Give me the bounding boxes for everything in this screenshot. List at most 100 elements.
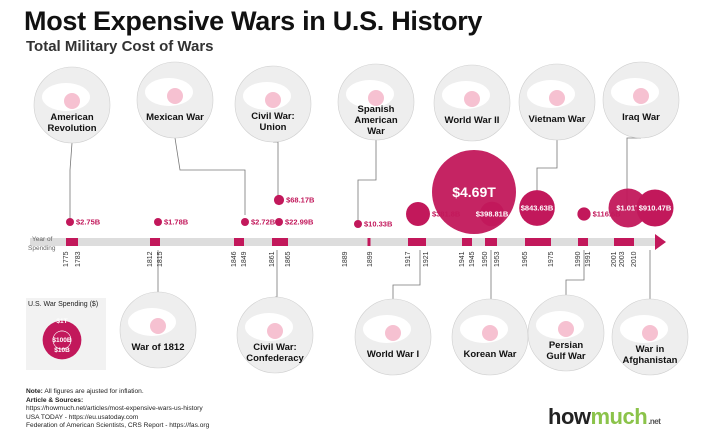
year-tick-label: 1846 (231, 251, 238, 267)
cost-bubble (66, 218, 74, 226)
map-highlight (167, 88, 183, 104)
map-label: Spanish (358, 104, 395, 115)
cost-bubble (275, 218, 283, 226)
connector-line (536, 140, 558, 205)
map-circle-world_war_1: World War I (354, 298, 432, 376)
map-highlight (267, 323, 283, 339)
map-circle-war_1812: War of 1812 (119, 291, 197, 369)
connector-line (69, 142, 73, 222)
map-circle-civil_war_confederacy: Civil War:Confederacy (236, 296, 314, 374)
cost-label: $398.81B (476, 210, 509, 219)
year-tick-label: 1861 (269, 251, 276, 267)
map-circle-vietnam: Vietnam War (518, 63, 596, 141)
cost-bubble (406, 202, 430, 226)
map-label: War (367, 126, 385, 137)
year-tick-label: 1975 (548, 251, 555, 267)
map-label: Vietnam War (528, 114, 585, 125)
year-tick-label: 1990 (575, 251, 582, 267)
cost-bubble (273, 194, 285, 206)
year-tick-label: 1783 (75, 251, 82, 267)
cost-bubble (354, 220, 362, 228)
year-tick-label: 2010 (631, 251, 638, 267)
year-tick-label: 1953 (494, 251, 501, 267)
cost-bubble (479, 201, 505, 227)
map-label: Korean War (464, 349, 517, 360)
map-label: Revolution (47, 123, 96, 134)
timeline-arrow (655, 234, 666, 250)
legend-bubble (42, 320, 82, 360)
map-highlight (150, 318, 166, 334)
note-label: Note: (26, 388, 43, 395)
year-tick-label: 1849 (241, 251, 248, 267)
cost-label: $22.99B (285, 218, 314, 227)
year-tick-label: 1950 (482, 251, 489, 267)
source-line: USA TODAY - https://eu.usatoday.com (26, 413, 139, 421)
map-label: American (50, 112, 93, 123)
timeline-axis (30, 238, 655, 246)
map-circle-mexican_war: Mexican War (136, 61, 214, 139)
map-highlight (385, 325, 401, 341)
connector-line (565, 250, 585, 295)
year-tick-label: 1941 (459, 251, 466, 267)
year-tick-label: 1812 (147, 251, 154, 267)
map-label: War in (636, 344, 665, 355)
map-label: Persian (549, 340, 584, 351)
map-circle-korean: Korean War (451, 298, 529, 376)
year-tick-label: 1815 (157, 251, 164, 267)
cost-label: $116.6B (593, 210, 622, 219)
cost-bubble (241, 218, 249, 226)
cost-bubble (577, 207, 591, 221)
cost-bubble (154, 218, 162, 226)
legend-label: $1T (56, 318, 67, 325)
year-tick-label: 1921 (423, 251, 430, 267)
cost-bubble (519, 190, 555, 226)
map-label: World War I (367, 349, 419, 360)
map-label: World War II (445, 115, 500, 126)
map-label: Iraq War (622, 112, 660, 123)
howmuch-logo: howmuch.net (548, 404, 661, 429)
war-period-bar (272, 238, 288, 246)
war-period-bar (525, 238, 551, 246)
map-highlight (633, 88, 649, 104)
map-label: Civil War: (251, 111, 294, 122)
map-circle-iraq: Iraq War (602, 61, 680, 139)
map-highlight (64, 93, 80, 109)
year-tick-label: 2003 (619, 251, 626, 267)
war-period-bar (462, 238, 472, 246)
sources-label: Article & Sources: (26, 396, 84, 404)
cost-label: $1.78B (164, 218, 189, 227)
legend-label: $10B (54, 347, 70, 354)
war-period-bar (234, 238, 244, 246)
map-highlight (368, 90, 384, 106)
year-tick-label: 1945 (469, 251, 476, 267)
map-label: Civil War: (253, 342, 296, 353)
note-text: All figures are ajusted for inflation. (44, 388, 144, 395)
notes-block: Note: All figures are ajusted for inflat… (26, 388, 209, 431)
axis-label: Year of (32, 236, 53, 243)
map-label: Mexican War (146, 112, 204, 123)
map-label: War of 1812 (132, 342, 185, 353)
cost-label: $2.72B (251, 218, 276, 227)
legend-label: $100B (52, 337, 71, 344)
year-tick-label: 1899 (367, 251, 374, 267)
map-label: American (354, 115, 397, 126)
legend-title: U.S. War Spending ($) (28, 301, 99, 308)
year-tick-label: 1889 (342, 251, 349, 267)
map-highlight (265, 92, 281, 108)
cost-label: $68.17B (286, 196, 315, 205)
cost-label: $2.75B (76, 218, 101, 227)
year-tick-label: 1917 (405, 251, 412, 267)
page-subtitle: Total Military Cost of Wars (26, 38, 214, 55)
cost-label: $4.69T (452, 184, 496, 200)
map-highlight (482, 325, 498, 341)
connector-line (174, 137, 246, 215)
map-circle-world_war_2: World War II (433, 64, 511, 142)
map-highlight (464, 91, 480, 107)
war-period-bar (485, 238, 497, 246)
map-highlight (642, 325, 658, 341)
war-period-bar (367, 238, 371, 246)
year-tick-label: 1991 (585, 251, 592, 267)
